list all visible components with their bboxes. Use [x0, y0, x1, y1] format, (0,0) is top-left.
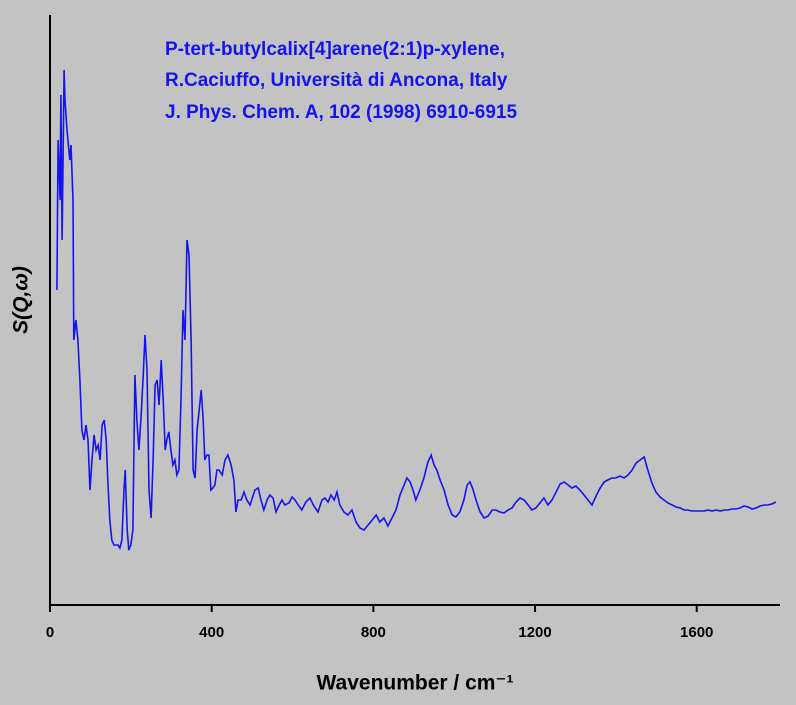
x-tick-label: 800 — [361, 624, 386, 641]
y-axis-label: S(Q,ω) — [10, 266, 33, 334]
x-tick-label: 0 — [46, 624, 54, 641]
annotation: R.Caciuffo, Università di Ancona, Italy — [165, 70, 508, 91]
x-tick-label: 1600 — [680, 624, 713, 641]
x-axis-label: Wavenumber / cm⁻¹ — [316, 672, 513, 695]
x-tick-label: 400 — [199, 624, 224, 641]
annotation: J. Phys. Chem. A, 102 (1998) 6910-6915 — [165, 102, 517, 123]
data-line — [56, 69, 777, 551]
x-tick-label: 1200 — [518, 624, 551, 641]
annotation: P-tert-butylcalix[4]arene(2:1)p-xylene, — [165, 39, 505, 60]
